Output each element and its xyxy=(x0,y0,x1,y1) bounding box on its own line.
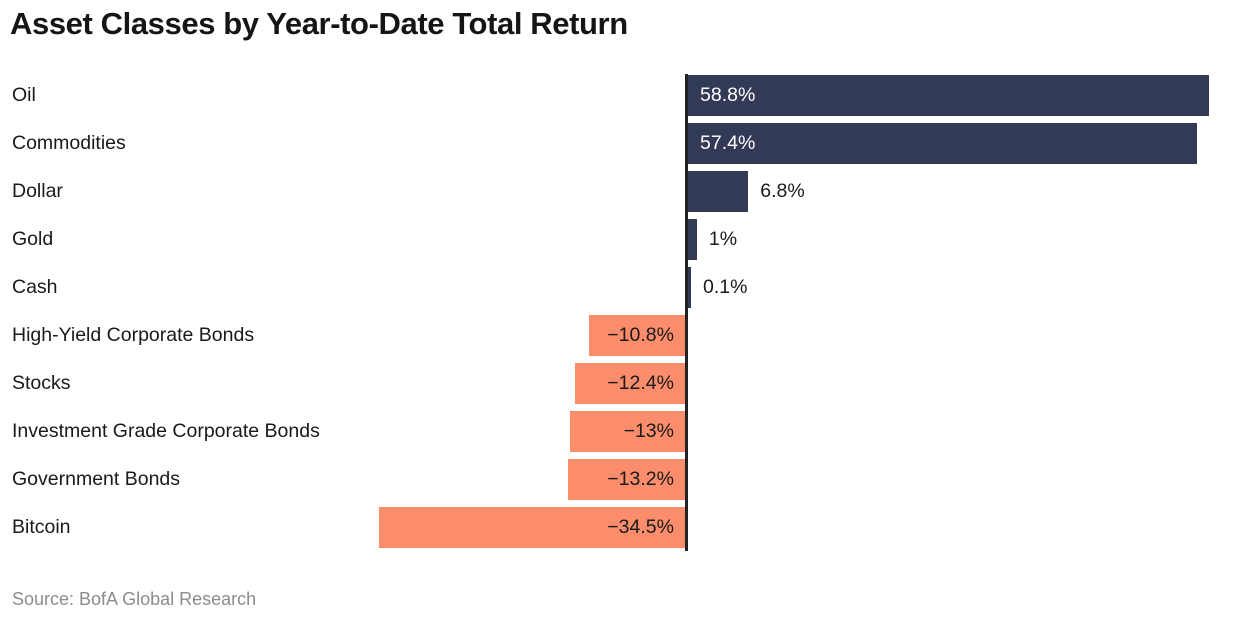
negative-bar xyxy=(575,363,685,404)
value-label: 1% xyxy=(708,228,738,250)
zero-axis-line xyxy=(685,74,688,551)
category-label: Commodities xyxy=(12,132,126,154)
chart-row: High-Yield Corporate Bonds −10.8% xyxy=(0,311,1237,359)
value-label: −34.5% xyxy=(607,516,674,538)
category-label: Stocks xyxy=(12,372,71,394)
value-label: −13% xyxy=(623,420,674,442)
category-label: Government Bonds xyxy=(12,468,181,490)
value-label: −10.8% xyxy=(607,324,674,346)
chart-row: Gold 1% xyxy=(0,215,1237,263)
chart-row: Stocks −12.4% xyxy=(0,359,1237,407)
chart-row: Oil 58.8% xyxy=(0,71,1237,119)
source-note: Source: BofA Global Research xyxy=(12,589,257,609)
chart-row: Government Bonds −13.2% xyxy=(0,455,1237,503)
category-label: Dollar xyxy=(12,180,63,202)
positive-bar xyxy=(688,171,749,212)
chart-row: Dollar 6.8% xyxy=(0,167,1237,215)
negative-bar xyxy=(379,507,685,548)
chart-row: Commodities 57.4% xyxy=(0,119,1237,167)
positive-bar xyxy=(688,75,1210,116)
category-label: Investment Grade Corporate Bonds xyxy=(12,420,320,442)
value-label: 58.8% xyxy=(700,84,756,106)
positive-bar xyxy=(688,219,697,260)
chart-area: Oil 58.8% Commodities 57.4% Dollar 6.8% Gold 1%… xyxy=(0,71,1237,553)
negative-bar xyxy=(589,315,685,356)
value-label: 6.8% xyxy=(760,180,805,202)
value-label: 57.4% xyxy=(700,132,756,154)
chart-row: Cash 0.1% xyxy=(0,263,1237,311)
value-label: −13.2% xyxy=(607,468,674,490)
positive-bar xyxy=(688,123,1197,164)
category-label: Cash xyxy=(12,276,58,298)
category-label: High-Yield Corporate Bonds xyxy=(12,324,255,346)
category-label: Bitcoin xyxy=(12,516,71,538)
value-label: −12.4% xyxy=(607,372,674,394)
negative-bar xyxy=(569,411,685,452)
category-label: Gold xyxy=(12,228,54,250)
negative-bar xyxy=(568,459,685,500)
value-label: 0.1% xyxy=(703,276,748,298)
category-label: Oil xyxy=(12,84,36,106)
chart-row: Bitcoin −34.5% xyxy=(0,503,1237,551)
chart-row: Investment Grade Corporate Bonds −13% xyxy=(0,407,1237,455)
positive-bar xyxy=(688,267,691,308)
chart-title: Asset Classes by Year-to-Date Total Retu… xyxy=(10,6,628,41)
